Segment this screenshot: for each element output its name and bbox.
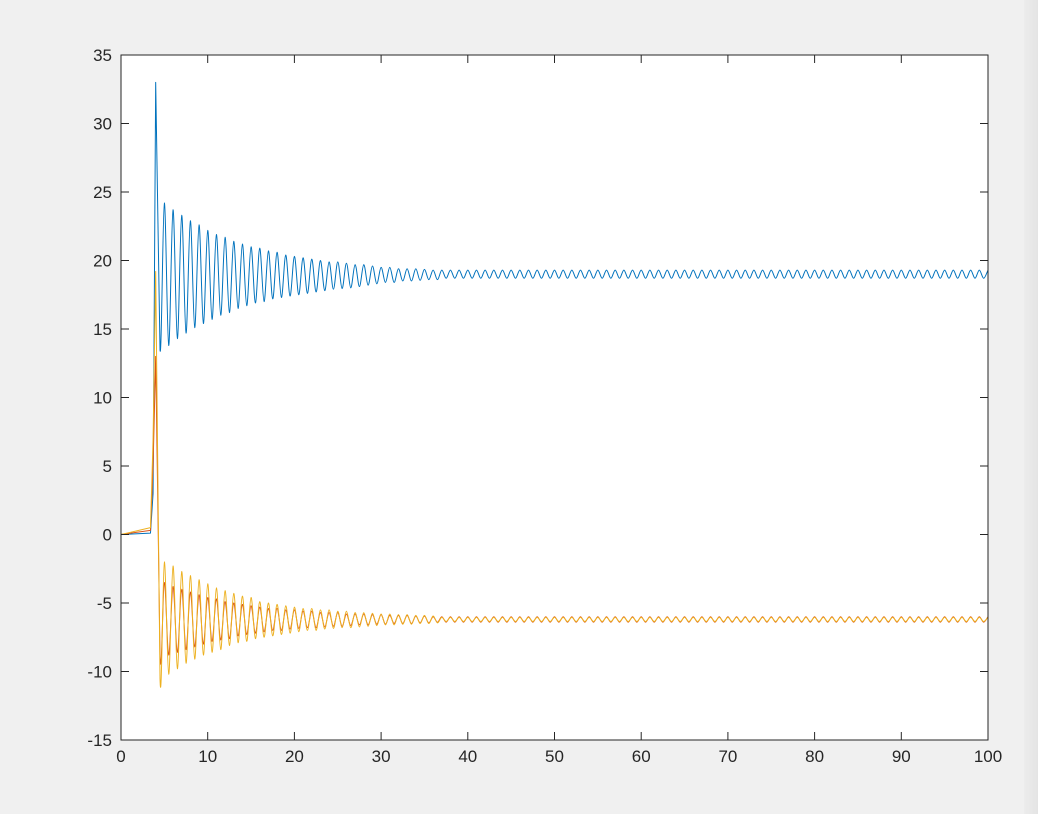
series-layer bbox=[120, 81, 989, 688]
x-tick-label: 90 bbox=[892, 747, 911, 766]
x-tick-label: 50 bbox=[545, 747, 564, 766]
x-tick-label: 60 bbox=[632, 747, 651, 766]
y-tick-label: -5 bbox=[97, 594, 112, 613]
y-tick-label: 25 bbox=[93, 183, 112, 202]
y-tick-label: -15 bbox=[87, 731, 112, 750]
x-tick-label: 30 bbox=[372, 747, 391, 766]
x-tick-label: 20 bbox=[285, 747, 304, 766]
series-line-1 bbox=[120, 81, 989, 535]
figure-edge bbox=[1024, 0, 1038, 814]
y-tick-label: 15 bbox=[93, 320, 112, 339]
y-tick-label: 5 bbox=[103, 457, 112, 476]
x-tick-label: 40 bbox=[458, 747, 477, 766]
x-tick-label: 10 bbox=[198, 747, 217, 766]
y-tick-label: 35 bbox=[93, 46, 112, 65]
series-line-3 bbox=[120, 270, 989, 688]
ticks-layer: 0 10 20 30 40 50 60 70 80 90 100 -15 -10 -5 0 5 10 15 20 25… bbox=[87, 46, 1002, 766]
axes-background bbox=[121, 55, 988, 740]
y-tick-label: -10 bbox=[87, 663, 112, 682]
y-tick-label: 20 bbox=[93, 252, 112, 271]
y-tick-label: 30 bbox=[93, 115, 112, 134]
x-tick-label: 100 bbox=[974, 747, 1002, 766]
x-tick-label: 70 bbox=[718, 747, 737, 766]
y-tick-label: 0 bbox=[103, 526, 112, 545]
y-tick-label: 10 bbox=[93, 389, 112, 408]
x-tick-label: 0 bbox=[116, 747, 125, 766]
x-tick-label: 80 bbox=[805, 747, 824, 766]
axes-box bbox=[120, 54, 989, 741]
